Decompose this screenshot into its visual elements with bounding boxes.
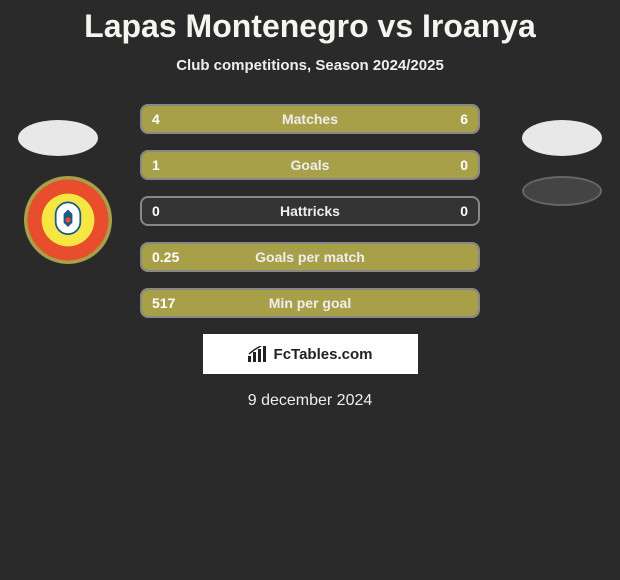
player-right-placeholder [522, 120, 602, 156]
chart-icon [248, 346, 268, 362]
stat-label: Goals per match [142, 249, 478, 265]
stat-label: Min per goal [142, 295, 478, 311]
stat-row: 0 Hattricks 0 [140, 196, 480, 226]
stat-value-right: 0 [460, 203, 468, 219]
attribution-banner[interactable]: FcTables.com [203, 334, 418, 374]
stat-value-right: 0 [460, 157, 468, 173]
attribution-text: FcTables.com [274, 346, 373, 363]
stat-value-right: 6 [460, 111, 468, 127]
page-subtitle: Club competitions, Season 2024/2025 [0, 57, 620, 74]
player-left-placeholder [18, 120, 98, 156]
stat-row: 4 Matches 6 [140, 104, 480, 134]
stats-container: 4 Matches 6 1 Goals 0 0 Hattricks 0 0.25… [140, 104, 480, 318]
stat-label: Hattricks [142, 203, 478, 219]
stat-row: 0.25 Goals per match [140, 242, 480, 272]
stat-row: 517 Min per goal [140, 288, 480, 318]
stat-row: 1 Goals 0 [140, 150, 480, 180]
stat-label: Goals [142, 157, 478, 173]
club-left-crest [24, 176, 112, 264]
stat-label: Matches [142, 111, 478, 127]
date-text: 9 december 2024 [0, 392, 620, 410]
page-title: Lapas Montenegro vs Iroanya [0, 8, 620, 45]
club-right-placeholder [522, 176, 602, 206]
